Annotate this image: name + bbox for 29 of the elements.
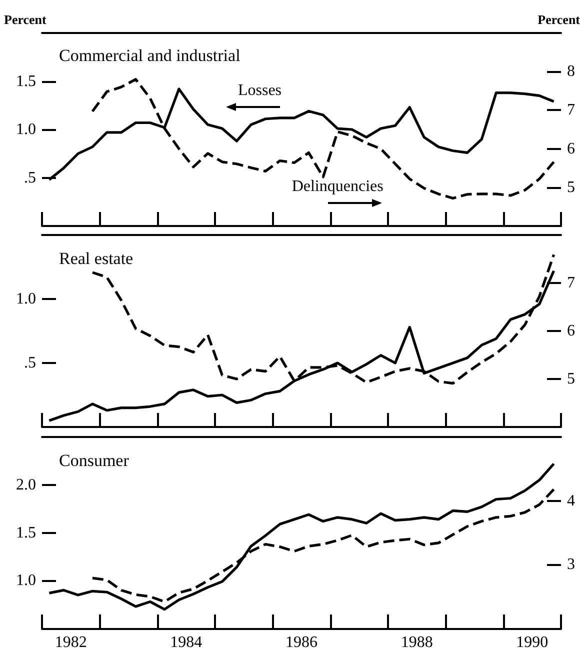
y2-tick-label: 5 [567, 370, 575, 388]
y-tick-label: 1.5 [16, 72, 36, 90]
y2-tick-label: 7 [567, 102, 575, 119]
y2-tick-label: 4 [567, 492, 575, 510]
y2-tick-label: 3 [567, 556, 575, 574]
text: Commercial and industrial [59, 46, 241, 65]
series-label: Losses [238, 82, 282, 100]
x-tick-label: 1984 [170, 634, 202, 651]
y-tick-label: 1.0 [16, 121, 36, 138]
y-tick-label: .5 [24, 169, 36, 186]
y-tick-label: 1.0 [16, 572, 36, 590]
y-tick-label: 1.5 [16, 524, 36, 542]
y2-tick-label: 6 [567, 140, 575, 158]
y2-axis-title: Percent [538, 12, 581, 27]
y-tick-label: .5 [24, 354, 36, 372]
x-tick-label: 1982 [54, 634, 87, 651]
y2-tick-label: 7 [567, 274, 575, 292]
y2-tick-label: 6 [567, 322, 575, 340]
text: Consumer [59, 451, 130, 470]
y2-tick-label: 8 [567, 63, 575, 80]
x-tick-label: 1990 [516, 634, 548, 651]
text: Real estate [59, 249, 134, 268]
y2-tick-label: 5 [567, 178, 575, 196]
x-tick-label: 1986 [286, 634, 318, 651]
y-tick-label: 2.0 [16, 476, 36, 494]
y-axis-title: Percent [4, 12, 48, 27]
y-tick-label: 1.0 [16, 290, 36, 308]
series-label: Delinquencies [292, 178, 384, 196]
x-tick-label: 1988 [400, 634, 433, 651]
